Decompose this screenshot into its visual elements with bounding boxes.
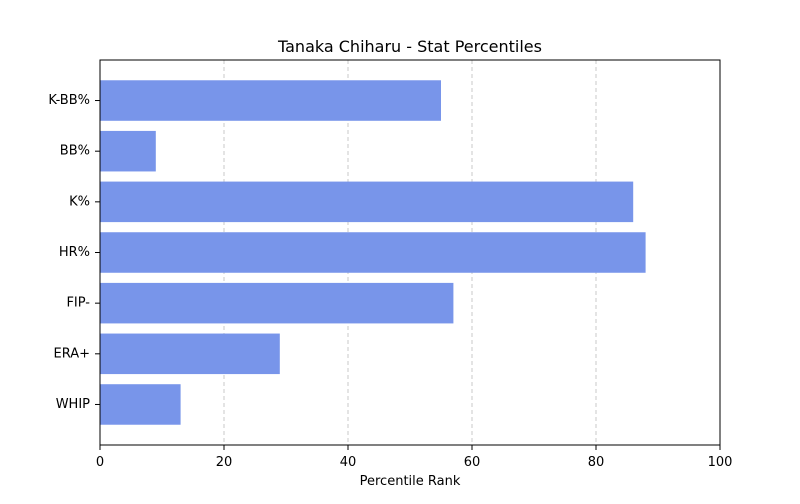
bar-whip [100,384,181,425]
y-axis-ticks: WHIP ERA+ FIP- HR% K% BB% K-BB% [48,93,100,412]
y-tick-label: HR% [59,245,90,260]
bar-k-bb [100,80,441,121]
bar-fip [100,282,454,324]
y-tick-label: K-BB% [48,93,90,108]
bars [100,80,646,425]
x-tick-label: 80 [588,455,605,470]
x-tick-label: 20 [216,455,233,470]
x-tick-label: 100 [708,455,733,470]
x-tick-label: 60 [464,455,481,470]
y-tick-label: FIP- [66,296,90,311]
x-axis-label: Percentile Rank [360,474,461,489]
y-tick-label: WHIP [56,397,90,412]
x-tick-label: 40 [340,455,357,470]
y-tick-label: ERA+ [53,346,90,361]
y-tick-label: BB% [60,144,90,159]
x-axis-ticks: 0 20 40 60 80 100 [96,445,733,470]
chart-title: Tanaka Chiharu - Stat Percentiles [277,37,542,56]
y-tick-label: K% [69,194,90,209]
bar-era [100,333,280,375]
x-tick-label: 0 [96,455,104,470]
bar-k [100,181,634,223]
bar-bb [100,130,156,172]
bar-hr [100,232,646,273]
